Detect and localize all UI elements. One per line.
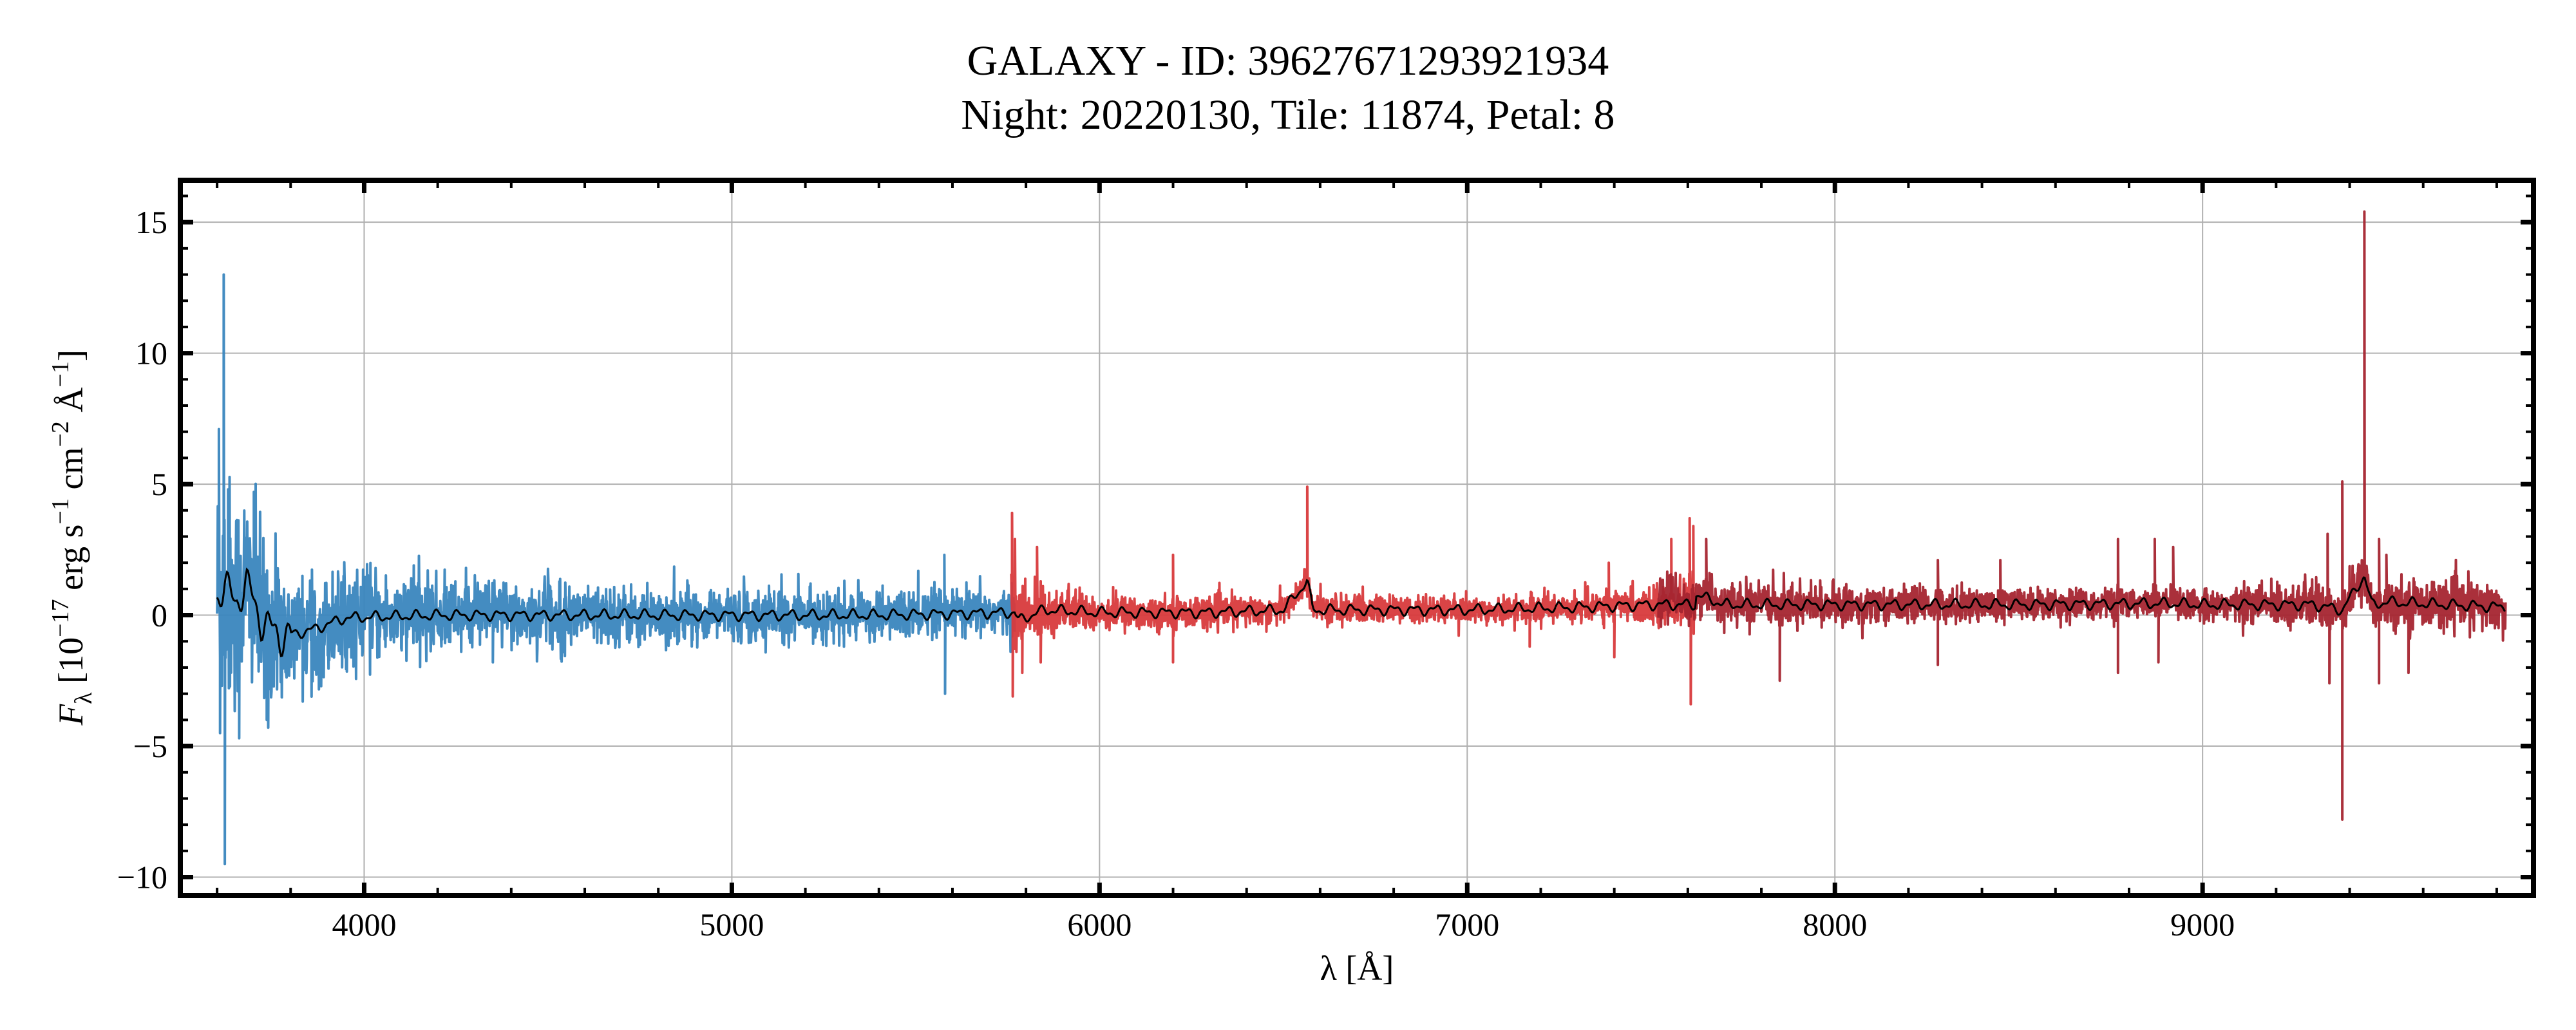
y-tick-label: 0	[151, 597, 167, 633]
spectrum-arm-z	[1657, 210, 2507, 821]
x-axis-label: λ [Å]	[1320, 949, 1394, 988]
y-label-sub: λ	[70, 692, 97, 704]
y-label-pre: [10	[52, 637, 90, 692]
y-label-e2: −1	[47, 498, 74, 524]
plot-frame	[178, 178, 2536, 898]
y-label-e1: −17	[47, 599, 74, 637]
spectrum-arm-r	[1010, 485, 1697, 706]
y-axis-label: Fλ [10−17 erg s−1 cm−2 Å−1]	[47, 350, 97, 726]
spectrum-arm-b	[216, 273, 1016, 866]
y-label-e4: −1	[47, 361, 74, 387]
x-tick-label: 7000	[1435, 906, 1499, 942]
x-tick-label: 8000	[1803, 906, 1867, 942]
spectrum-model-line	[216, 567, 2506, 658]
y-label-erg: erg s	[52, 524, 90, 599]
y-tick-label: 5	[151, 466, 167, 502]
tick-labels: 4000 5000 6000 7000 8000 9000 −10 −5 0 5 10 15	[117, 204, 2235, 942]
x-tick-label: 5000	[699, 906, 764, 942]
y-label-ang: Å	[52, 388, 90, 422]
y-label-e3: −2	[47, 421, 74, 447]
grid-lines	[180, 180, 2533, 895]
x-tick-label: 4000	[332, 906, 396, 942]
y-tick-label: −5	[133, 728, 167, 764]
x-tick-label: 6000	[1067, 906, 1132, 942]
chart-subtitle: Night: 20220130, Tile: 11874, Petal: 8	[961, 91, 1615, 138]
y-label-cm: cm	[52, 447, 90, 498]
y-label-f: F	[52, 704, 90, 726]
y-tick-label: −10	[117, 859, 167, 895]
axis-ticks	[180, 180, 2533, 895]
y-label-close: ]	[52, 350, 90, 361]
spectrum-series	[216, 210, 2507, 866]
x-tick-label: 9000	[2170, 906, 2235, 942]
chart-title: GALAXY - ID: 39627671293921934	[967, 37, 1609, 84]
y-tick-label: 15	[135, 204, 167, 240]
y-tick-label: 10	[135, 335, 167, 371]
